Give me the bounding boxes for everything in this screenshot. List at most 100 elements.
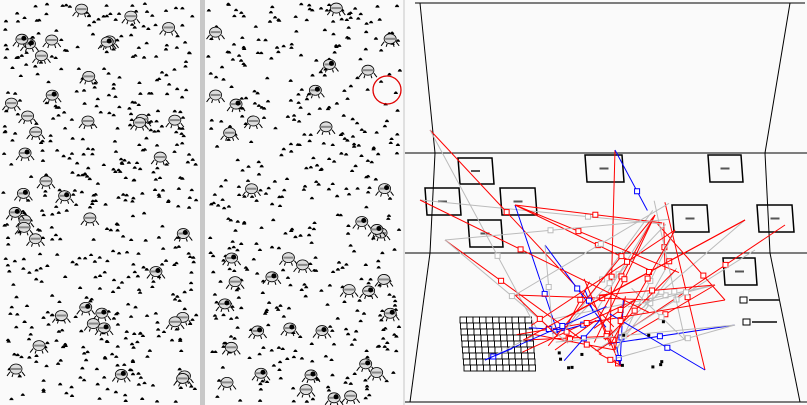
resource-dot xyxy=(69,118,75,121)
resource-dot xyxy=(160,247,166,250)
frog-icon xyxy=(130,117,149,131)
resource-dot xyxy=(239,242,244,245)
frog-icon xyxy=(356,358,376,372)
grid-cell xyxy=(461,340,469,348)
resource-dot xyxy=(20,209,26,213)
frog-icon xyxy=(14,221,34,236)
resource-dot xyxy=(382,345,387,348)
square-node-icon xyxy=(536,315,543,322)
room-edge xyxy=(419,2,436,154)
resource-dot xyxy=(53,233,59,237)
network-link xyxy=(616,324,736,359)
resource-dot xyxy=(247,356,252,360)
frog-icon xyxy=(111,369,131,383)
network-link xyxy=(609,149,616,336)
frog-icon xyxy=(165,316,185,330)
resource-dot xyxy=(164,43,170,47)
resource-dot xyxy=(103,356,108,360)
resource-dot xyxy=(252,89,257,93)
resource-dot xyxy=(212,193,218,196)
resource-dot xyxy=(153,312,159,315)
resource-dot xyxy=(365,159,371,162)
world-canvas-left[interactable] xyxy=(0,0,200,405)
grid-cell xyxy=(489,358,497,366)
simulation-view-left[interactable] xyxy=(0,0,200,405)
panel-divider[interactable] xyxy=(200,0,205,405)
resource-dot xyxy=(333,44,339,47)
resource-dot xyxy=(128,315,134,318)
resource-dot xyxy=(35,228,41,231)
resource-dot xyxy=(269,245,275,249)
resource-dot xyxy=(221,78,226,81)
resource-dot xyxy=(147,349,153,352)
group-label-mark xyxy=(720,167,730,170)
resource-dot xyxy=(54,148,60,152)
resource-dot xyxy=(246,165,251,168)
resource-dot xyxy=(187,255,193,259)
resource-dot xyxy=(213,75,219,79)
resource-dot xyxy=(352,338,357,341)
frog-icon xyxy=(6,363,26,378)
resource-dot xyxy=(206,55,211,58)
square-node-icon xyxy=(634,188,641,195)
resource-dot xyxy=(193,198,199,202)
resource-dot xyxy=(94,367,100,371)
simulation-view-middle[interactable] xyxy=(205,0,403,405)
resource-dot xyxy=(46,323,51,326)
resource-dot xyxy=(178,339,183,342)
resource-dot xyxy=(33,64,38,68)
resource-dot xyxy=(130,100,135,104)
resource-dot xyxy=(369,160,374,164)
resource-dot xyxy=(166,82,172,86)
network-link xyxy=(514,204,680,274)
resource-dot xyxy=(289,227,295,231)
resource-dot xyxy=(129,342,135,346)
resource-dot xyxy=(113,18,118,21)
resource-dot xyxy=(348,16,353,19)
resource-dot xyxy=(296,119,302,123)
resource-dot xyxy=(214,145,220,148)
resource-dot xyxy=(242,220,247,224)
resource-dot xyxy=(24,304,30,308)
network-link xyxy=(419,199,662,225)
frog-icon xyxy=(352,216,372,230)
resource-dot xyxy=(208,251,213,254)
resource-dot xyxy=(345,332,351,336)
resource-dot xyxy=(137,143,142,147)
resource-dot xyxy=(269,202,275,206)
resource-dot xyxy=(153,178,159,181)
resource-dot xyxy=(104,4,109,7)
frog-icon xyxy=(320,59,339,73)
resource-dot xyxy=(241,14,246,18)
resource-dot xyxy=(176,245,182,248)
frog-icon xyxy=(215,298,235,313)
grid-cell xyxy=(470,364,478,372)
resource-dot xyxy=(304,285,309,289)
resource-dot xyxy=(45,264,50,267)
resource-dot xyxy=(108,12,113,15)
world-canvas-middle[interactable] xyxy=(205,0,403,405)
network-3d-view[interactable] xyxy=(405,0,807,405)
resource-dot xyxy=(163,259,169,262)
resource-dot xyxy=(123,336,128,340)
resource-dot xyxy=(153,55,159,58)
grid-cell xyxy=(528,364,536,372)
network-3d-canvas[interactable] xyxy=(405,0,807,405)
resource-dot xyxy=(291,118,297,121)
resource-dot xyxy=(22,320,27,323)
resource-dot xyxy=(27,356,32,359)
network-link xyxy=(522,219,746,341)
resource-dot xyxy=(254,199,259,202)
grid-cell xyxy=(466,316,474,324)
resource-dot xyxy=(87,177,92,181)
resource-dot xyxy=(285,115,291,118)
group-label-mark xyxy=(735,270,744,273)
resource-dot xyxy=(176,187,182,190)
resource-dot xyxy=(261,116,267,119)
resource-dot xyxy=(112,139,118,143)
resource-dot xyxy=(6,242,11,246)
resource-dot xyxy=(343,152,349,156)
room-edge xyxy=(769,252,801,403)
resource-dot xyxy=(156,77,162,81)
resource-dot xyxy=(137,81,142,84)
